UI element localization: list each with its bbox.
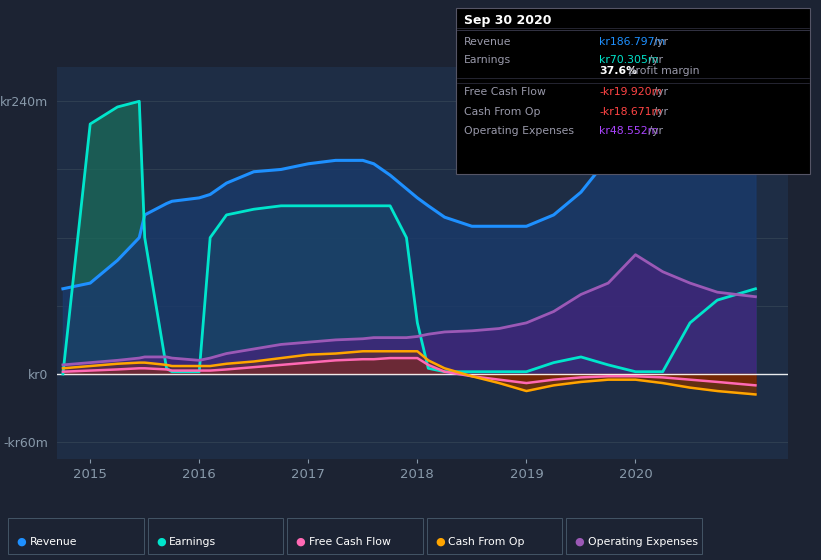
Text: ●: ●	[575, 536, 585, 547]
Text: Revenue: Revenue	[464, 37, 511, 47]
Text: profit margin: profit margin	[625, 67, 699, 77]
Text: /yr: /yr	[645, 127, 663, 137]
Text: ●: ●	[16, 536, 26, 547]
Text: kr186.797m: kr186.797m	[599, 37, 666, 47]
Text: Operating Expenses: Operating Expenses	[588, 538, 698, 548]
Text: /yr: /yr	[650, 87, 668, 97]
Text: ●: ●	[156, 536, 166, 547]
Text: Free Cash Flow: Free Cash Flow	[464, 87, 546, 97]
Text: Revenue: Revenue	[30, 538, 77, 548]
Text: -kr19.920m: -kr19.920m	[599, 87, 663, 97]
Text: kr70.305m: kr70.305m	[599, 55, 658, 66]
Text: /yr: /yr	[645, 55, 663, 66]
Text: Earnings: Earnings	[464, 55, 511, 66]
Text: ●: ●	[435, 536, 445, 547]
Text: /yr: /yr	[650, 37, 668, 47]
Text: Free Cash Flow: Free Cash Flow	[309, 538, 391, 548]
Text: Cash From Op: Cash From Op	[464, 107, 540, 117]
Text: Cash From Op: Cash From Op	[448, 538, 525, 548]
Text: kr48.552m: kr48.552m	[599, 127, 658, 137]
Text: Operating Expenses: Operating Expenses	[464, 127, 574, 137]
Text: /yr: /yr	[650, 107, 668, 117]
Text: ●: ●	[296, 536, 305, 547]
Text: Sep 30 2020: Sep 30 2020	[464, 14, 552, 27]
Text: Earnings: Earnings	[169, 538, 216, 548]
Text: -kr18.671m: -kr18.671m	[599, 107, 663, 117]
Text: 37.6%: 37.6%	[599, 67, 637, 77]
